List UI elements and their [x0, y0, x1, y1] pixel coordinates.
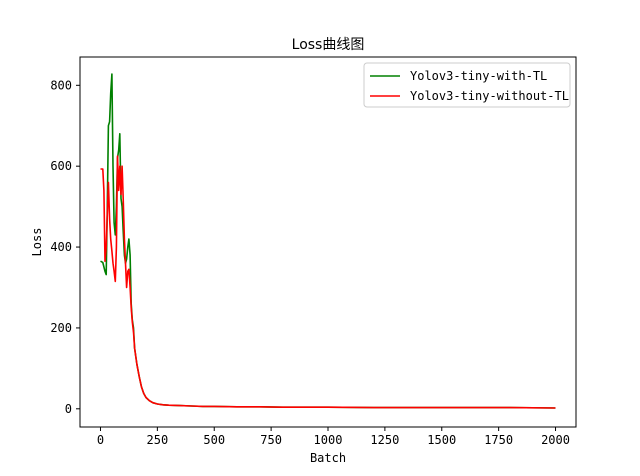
- legend: Yolov3-tiny-with-TL Yolov3-tiny-without-T…: [363, 62, 571, 108]
- x-tick-label: 250: [147, 433, 169, 447]
- x-axis: 0 250 500 750 1000 1250 1500 1750 2000: [97, 427, 570, 447]
- plot-lines: [100, 73, 556, 409]
- y-axis-label: Loss: [30, 228, 44, 257]
- y-axis: 0 200 400 600 800: [50, 78, 80, 416]
- y-tick-label: 200: [50, 321, 72, 335]
- series-line-1: [100, 73, 556, 409]
- legend-frame: [363, 62, 571, 108]
- x-axis-label: Batch: [310, 451, 346, 465]
- x-tick-label: 1500: [427, 433, 456, 447]
- legend-label-1: Yolov3-tiny-with-TL: [410, 69, 547, 83]
- y-tick-label: 0: [65, 402, 72, 416]
- y-tick-label: 800: [50, 78, 72, 92]
- x-tick-label: 0: [97, 433, 104, 447]
- chart-title: Loss曲线图: [292, 37, 365, 53]
- x-tick-label: 500: [203, 433, 225, 447]
- x-tick-label: 1250: [370, 433, 399, 447]
- legend-label-2: Yolov3-tiny-without-TL: [410, 89, 569, 103]
- y-tick-label: 600: [50, 159, 72, 173]
- x-tick-label: 1000: [314, 433, 343, 447]
- x-tick-label: 750: [260, 433, 282, 447]
- y-tick-label: 400: [50, 240, 72, 254]
- series-line-2: [100, 155, 556, 409]
- x-tick-label: 1750: [484, 433, 513, 447]
- x-tick-label: 2000: [541, 433, 570, 447]
- plot-area-frame: [79, 56, 577, 428]
